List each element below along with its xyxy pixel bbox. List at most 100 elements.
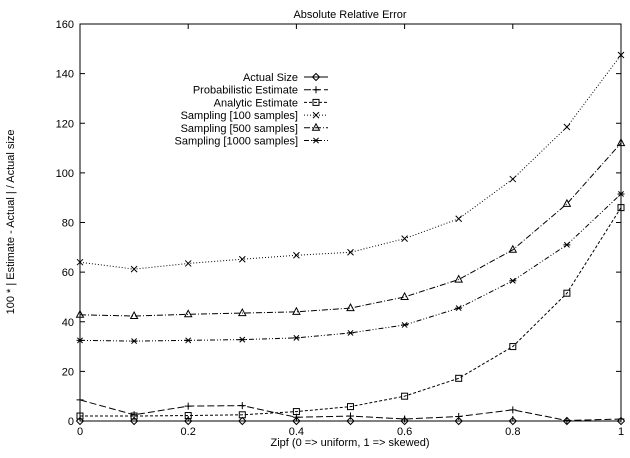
data-point [455, 305, 463, 312]
data-point [75, 309, 85, 318]
data-point [183, 416, 193, 426]
legend-marker [311, 72, 321, 82]
data-point [401, 235, 408, 242]
series-layer [75, 51, 626, 426]
legend-label: Probabilistic Estimate [193, 85, 298, 97]
data-point [508, 244, 518, 253]
data-point [347, 329, 354, 336]
data-point [292, 416, 301, 426]
data-point [292, 334, 300, 341]
x-tick-label: 0.2 [181, 426, 196, 438]
series-0 [75, 416, 626, 426]
series-line [79, 193, 622, 342]
data-point [400, 291, 409, 300]
series-line [79, 142, 622, 317]
series-3 [76, 51, 625, 273]
legend-label: Actual Size [243, 72, 298, 84]
series-2 [76, 204, 625, 420]
y-tick-label: 0 [68, 416, 74, 428]
data-point [75, 416, 85, 426]
x-tick-label: 0.8 [505, 426, 520, 438]
data-point [238, 411, 246, 419]
data-point [184, 412, 192, 420]
data-point [616, 138, 626, 147]
data-point [455, 215, 463, 223]
legend-label: Analytic Estimate [214, 97, 298, 109]
legend-marker [311, 122, 321, 131]
data-point [455, 374, 463, 382]
y-tick-label: 60 [62, 267, 74, 279]
data-point [563, 417, 571, 425]
legend-label: Sampling [500 samples] [181, 123, 298, 135]
data-point [129, 310, 139, 320]
data-point [293, 251, 300, 259]
data-point [183, 309, 193, 318]
y-tick-label: 20 [62, 366, 74, 378]
data-point [401, 392, 409, 400]
data-point [563, 241, 571, 248]
y-tick-label: 40 [62, 317, 74, 329]
data-point [76, 337, 84, 344]
legend-marker [312, 111, 320, 119]
series-4 [75, 138, 626, 320]
data-point [238, 416, 247, 426]
data-point [238, 336, 246, 343]
data-point [347, 412, 354, 420]
data-point [130, 411, 138, 419]
legend-marker [312, 137, 320, 144]
data-point [129, 416, 139, 426]
data-point [346, 416, 355, 426]
data-point [130, 412, 138, 420]
data-point [130, 265, 138, 273]
data-point [508, 416, 518, 426]
data-point [184, 260, 192, 267]
y-tick-label: 120 [56, 118, 74, 130]
data-point [184, 337, 192, 344]
series-line [79, 54, 622, 270]
data-point [617, 51, 625, 59]
legend-marker [312, 86, 320, 94]
data-point [454, 274, 464, 283]
data-point [292, 408, 300, 416]
data-point [617, 204, 625, 212]
x-tick-label: 0.6 [397, 426, 412, 438]
plot-frame [79, 23, 622, 422]
data-point [347, 248, 354, 256]
y-tick-label: 80 [62, 218, 74, 230]
y-tick-label: 160 [56, 19, 74, 31]
y-tick-label: 140 [56, 69, 74, 81]
data-point [509, 175, 517, 183]
legend-label: Sampling [100 samples] [181, 110, 298, 122]
data-point [346, 303, 355, 312]
data-point [184, 402, 192, 410]
y-axis-title: 100 * | Estimate - Actual | / Actual siz… [5, 130, 17, 315]
y-tick-label: 100 [56, 168, 74, 180]
data-point [509, 406, 517, 414]
data-point [76, 258, 84, 266]
data-point [292, 306, 301, 315]
x-tick-label: 0 [77, 426, 83, 438]
data-point [617, 415, 625, 423]
data-point [455, 413, 463, 421]
data-point [76, 412, 84, 420]
series-1 [76, 396, 625, 425]
data-point [237, 308, 247, 317]
chart-title: Absolute Relative Error [293, 9, 406, 21]
data-point [563, 289, 571, 297]
series-line [80, 207, 622, 417]
x-axis-title: Zipf (0 => uniform, 1 => skewed) [271, 437, 430, 449]
data-point [617, 191, 625, 197]
data-point [401, 322, 409, 328]
data-point [454, 416, 463, 426]
data-point [616, 416, 626, 426]
legend-label: Sampling [1000 samples] [174, 136, 298, 148]
data-point [238, 402, 246, 410]
axis-ticks: 0 0.2 0.4 0.6 0.8 1 0 20 40 60 80 100 120 140 160 [56, 19, 624, 438]
data-point [76, 396, 84, 404]
series-5 [76, 191, 625, 345]
legend-marker [312, 98, 320, 106]
data-point [238, 255, 246, 263]
data-point [401, 415, 409, 423]
